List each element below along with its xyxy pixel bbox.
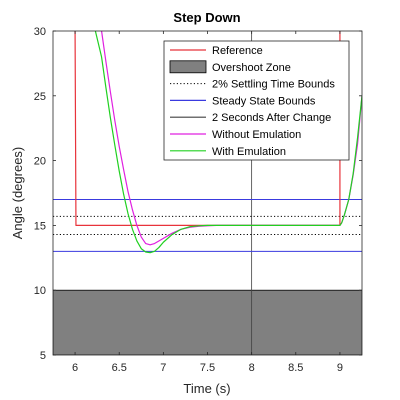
y-tick-label: 20 bbox=[34, 156, 46, 168]
x-tick-label: 7.5 bbox=[200, 362, 215, 374]
overshoot-zone bbox=[53, 289, 362, 355]
x-tick-label: 8.5 bbox=[288, 362, 303, 374]
legend-overshoot-zone-label: Overshoot Zone bbox=[212, 62, 291, 74]
y-tick-label: 30 bbox=[34, 26, 46, 38]
x-tick-label: 6 bbox=[72, 362, 78, 374]
x-tick-label: 9 bbox=[337, 362, 343, 374]
legend-2-seconds-after-change-label: 2 Seconds After Change bbox=[212, 112, 331, 124]
ticks-layer: 6 6.5 7 7.5 8 8.5 9 5 10 15 20 25 30 bbox=[34, 26, 362, 374]
legend-reference-label: Reference bbox=[212, 45, 263, 57]
x-tick-label: 8 bbox=[249, 362, 255, 374]
y-tick-label: 10 bbox=[34, 285, 46, 297]
y-axis-label: Angle (degrees) bbox=[10, 147, 25, 240]
series-line-with-emulation bbox=[94, 31, 362, 254]
x-tick-label: 6.5 bbox=[112, 362, 127, 374]
legend: Reference Overshoot Zone 2% Settling Time … bbox=[163, 40, 350, 161]
x-axis-label: Time (s) bbox=[183, 381, 230, 396]
legend-steady-state-bounds-label: Steady State Bounds bbox=[212, 95, 316, 107]
legend-2-settling-time-bounds-label: 2% Settling Time Bounds bbox=[212, 79, 335, 91]
y-tick-label: 25 bbox=[34, 91, 46, 103]
x-tick-label: 7 bbox=[160, 362, 166, 374]
chart-title: Step Down bbox=[173, 10, 240, 25]
legend-with-emulation-label: With Emulation bbox=[212, 146, 286, 158]
y-tick-label: 15 bbox=[34, 220, 46, 232]
legend-without-emulation-label: Without Emulation bbox=[212, 129, 301, 141]
plot-layer bbox=[53, 31, 362, 355]
legend-overshoot-zone-swatch bbox=[169, 60, 207, 74]
y-tick-label: 5 bbox=[40, 350, 46, 362]
